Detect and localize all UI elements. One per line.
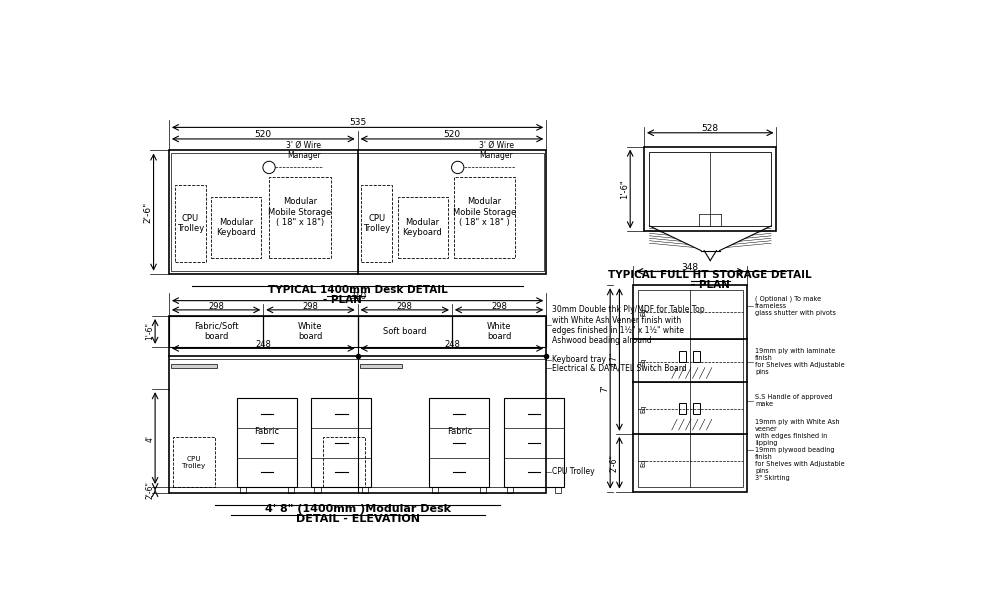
Text: Fabric: Fabric [254, 427, 279, 436]
Text: Keyboard tray: Keyboard tray [552, 356, 607, 364]
Text: Soft board: Soft board [383, 327, 427, 336]
Text: 535: 535 [349, 118, 366, 127]
Text: Modular
Keyboard: Modular Keyboard [216, 218, 256, 237]
Text: 19mm ply with laminate
finish
for Shelves with Adjustable
pins: 19mm ply with laminate finish for Shelve… [755, 348, 845, 375]
Text: 7': 7' [601, 385, 610, 392]
Text: 1'-6": 1'-6" [621, 179, 630, 199]
Text: 19mm ply with White Ash
veener
with edges finished in
lipping
19mm plywood beadi: 19mm ply with White Ash veener with edge… [755, 419, 845, 481]
Bar [263, 316, 357, 347]
Text: Eq: Eq [640, 358, 646, 366]
Text: Eq: Eq [640, 308, 646, 316]
Bar [323, 437, 365, 487]
Text: 2'-6": 2'-6" [143, 201, 152, 223]
Bar [679, 351, 686, 362]
Bar [480, 487, 487, 493]
Bar [634, 285, 747, 491]
Text: White
board: White board [298, 322, 323, 341]
Bar [649, 152, 772, 226]
Bar [269, 178, 331, 258]
Bar [555, 487, 561, 493]
Bar [693, 403, 700, 414]
Text: 3' Ø Wire
Manager: 3' Ø Wire Manager [479, 141, 513, 161]
Text: 520: 520 [443, 130, 461, 139]
Text: CPU Trolley: CPU Trolley [552, 467, 595, 476]
Text: 4': 4' [145, 435, 154, 442]
Text: Eq: Eq [640, 405, 646, 413]
Text: ( Optional ) To make
frameless
glass shutter with pivots: ( Optional ) To make frameless glass shu… [755, 296, 836, 316]
Bar [454, 178, 515, 258]
Text: 30mm Double thk Ply/MDF for Table Top
with White Ash Venner finish with
edges fi: 30mm Double thk Ply/MDF for Table Top wi… [552, 305, 705, 345]
Text: 3' Ø Wire
Manager: 3' Ø Wire Manager [286, 141, 321, 161]
Bar [169, 316, 546, 493]
Bar [638, 290, 743, 487]
Text: 298: 298 [397, 302, 413, 310]
Text: Modular
Mobile Storage
( 18" x 18" ): Modular Mobile Storage ( 18" x 18" ) [453, 197, 516, 227]
Text: CPU
Trolley: CPU Trolley [363, 214, 390, 233]
Text: 1'-6": 1'-6" [145, 322, 154, 341]
Bar [315, 487, 321, 493]
Text: 520: 520 [255, 130, 272, 139]
Text: 298: 298 [492, 302, 507, 310]
Bar [507, 487, 513, 493]
Bar [644, 147, 777, 231]
Bar [239, 487, 246, 493]
Bar [173, 437, 215, 487]
Bar [397, 197, 448, 258]
Text: DETAIL - ELEVATION: DETAIL - ELEVATION [296, 514, 420, 524]
Text: 528: 528 [702, 124, 719, 133]
Text: Eq: Eq [640, 459, 646, 467]
Text: 298: 298 [303, 302, 319, 310]
Text: - PLAN: - PLAN [691, 280, 730, 290]
Bar [236, 398, 297, 487]
Bar [212, 197, 261, 258]
Bar [169, 316, 263, 347]
Text: Electrical & DATA/TEL Switch Board: Electrical & DATA/TEL Switch Board [552, 363, 687, 372]
Text: White
board: White board [487, 322, 511, 341]
Text: Fabric/Soft
board: Fabric/Soft board [194, 322, 238, 341]
Text: 310: 310 [349, 291, 366, 301]
Bar [357, 316, 452, 347]
Text: 2'-6": 2'-6" [610, 454, 619, 471]
Text: 348: 348 [681, 263, 699, 272]
Bar [452, 316, 546, 347]
Bar [361, 185, 392, 262]
Bar [169, 150, 546, 274]
Text: 248: 248 [255, 340, 271, 349]
Text: 2'-6": 2'-6" [145, 481, 154, 499]
Text: Modular
Mobile Storage
( 18" x 18"): Modular Mobile Storage ( 18" x 18") [268, 197, 332, 227]
Bar [359, 364, 402, 368]
Text: - PLAN: - PLAN [323, 295, 361, 305]
Text: 4'7": 4'7" [610, 352, 619, 367]
Bar [693, 351, 700, 362]
Text: TYPICAL 1400mm Desk DETAIL: TYPICAL 1400mm Desk DETAIL [268, 285, 448, 295]
Text: 4' 8" (1400mm )Modular Desk: 4' 8" (1400mm )Modular Desk [264, 504, 451, 514]
Text: CPU
Trolley: CPU Trolley [182, 456, 206, 469]
Bar [362, 487, 368, 493]
Bar [432, 487, 439, 493]
Bar [679, 403, 686, 414]
Text: TYPICAL FULL HT STORAGE DETAIL: TYPICAL FULL HT STORAGE DETAIL [609, 270, 812, 280]
Text: Fabric: Fabric [447, 427, 472, 436]
Bar [175, 185, 206, 262]
Text: 298: 298 [209, 302, 224, 310]
Bar [429, 398, 490, 487]
Text: Modular
Keyboard: Modular Keyboard [402, 218, 442, 237]
Text: 248: 248 [444, 340, 460, 349]
Bar [312, 398, 371, 487]
Text: CPU
Trolley: CPU Trolley [177, 214, 205, 233]
Bar [171, 153, 544, 271]
Bar [288, 487, 294, 493]
Bar [171, 364, 217, 368]
Text: S.S Handle of approved
make: S.S Handle of approved make [755, 395, 832, 407]
Bar [503, 398, 564, 487]
